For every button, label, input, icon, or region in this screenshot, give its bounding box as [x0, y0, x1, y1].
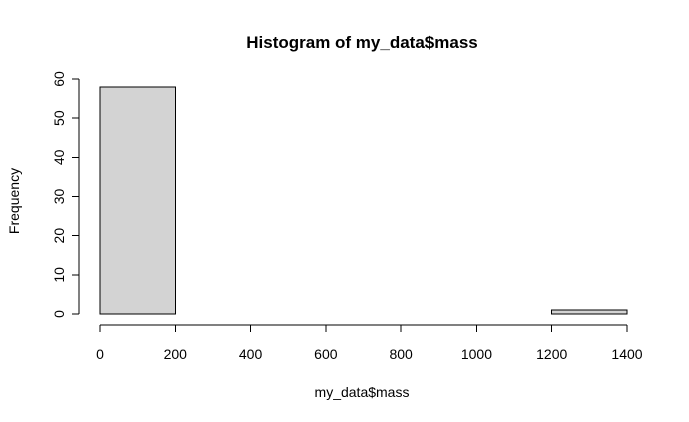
- x-axis: 0 200 400 600 800 1000 1200 1400: [96, 324, 643, 362]
- y-tick-label: 30: [51, 189, 67, 205]
- bars: [99, 86, 628, 315]
- x-tick-label: 1200: [536, 346, 567, 362]
- y-tick-label: 60: [51, 71, 67, 87]
- x-tick-label: 400: [239, 346, 263, 362]
- x-tick-label: 0: [96, 346, 104, 362]
- y-axis: 0 10 20 30 40 50 60: [51, 71, 80, 318]
- y-axis-label: Frequency: [6, 168, 22, 234]
- x-axis-label: my_data$mass: [315, 384, 410, 400]
- histogram-bar-1200-1400: [551, 309, 628, 315]
- x-tick-label: 200: [164, 346, 188, 362]
- x-tick-label: 1400: [611, 346, 642, 362]
- x-tick-label: 600: [314, 346, 338, 362]
- y-tick-label: 20: [51, 228, 67, 244]
- x-tick-label: 1000: [461, 346, 492, 362]
- y-tick-label: 40: [51, 149, 67, 165]
- x-tick-label: 800: [389, 346, 413, 362]
- y-tick-label: 50: [51, 110, 67, 126]
- chart-title: Histogram of my_data$mass: [246, 33, 477, 52]
- y-tick-label: 10: [51, 267, 67, 283]
- histogram-bar-0-200: [99, 86, 176, 315]
- y-tick-label: 0: [51, 310, 67, 318]
